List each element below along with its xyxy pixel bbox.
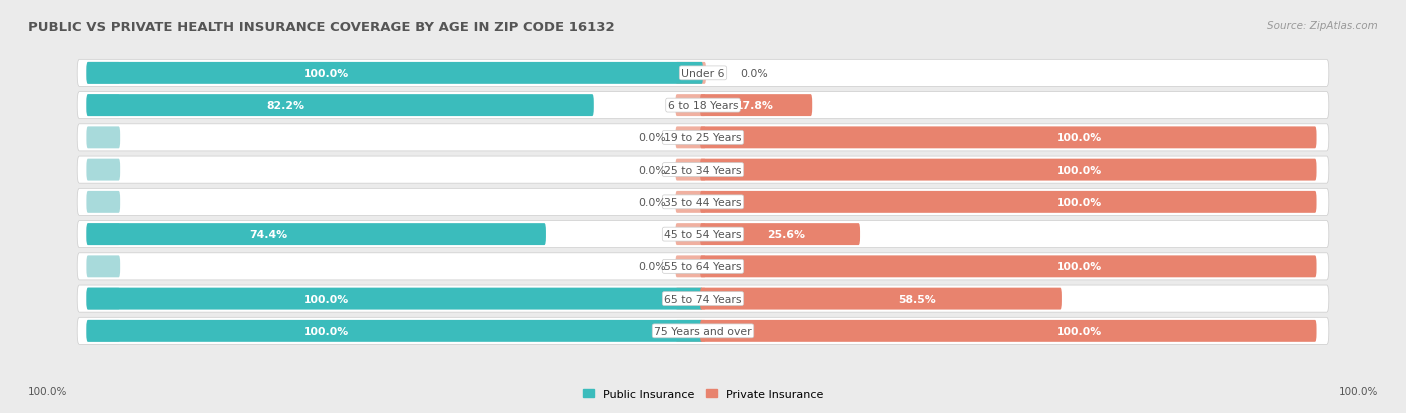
- Text: 17.8%: 17.8%: [737, 101, 773, 111]
- Text: 65 to 74 Years: 65 to 74 Years: [664, 294, 742, 304]
- FancyBboxPatch shape: [675, 159, 706, 181]
- Text: 58.5%: 58.5%: [898, 294, 936, 304]
- FancyBboxPatch shape: [675, 288, 706, 310]
- Text: 0.0%: 0.0%: [638, 133, 666, 143]
- FancyBboxPatch shape: [700, 223, 860, 245]
- FancyBboxPatch shape: [77, 318, 1329, 344]
- FancyBboxPatch shape: [675, 320, 706, 342]
- FancyBboxPatch shape: [700, 127, 1316, 149]
- FancyBboxPatch shape: [86, 320, 703, 342]
- Text: 100.0%: 100.0%: [1056, 133, 1102, 143]
- FancyBboxPatch shape: [675, 256, 706, 278]
- Text: 100.0%: 100.0%: [1056, 197, 1102, 207]
- FancyBboxPatch shape: [86, 127, 120, 149]
- FancyBboxPatch shape: [675, 95, 706, 117]
- FancyBboxPatch shape: [77, 157, 1329, 184]
- FancyBboxPatch shape: [700, 95, 813, 117]
- Text: 100.0%: 100.0%: [1056, 262, 1102, 272]
- Text: 25.6%: 25.6%: [768, 230, 806, 240]
- FancyBboxPatch shape: [77, 189, 1329, 216]
- FancyBboxPatch shape: [700, 256, 1316, 278]
- FancyBboxPatch shape: [86, 223, 120, 245]
- Text: 0.0%: 0.0%: [638, 197, 666, 207]
- Text: 55 to 64 Years: 55 to 64 Years: [664, 262, 742, 272]
- Text: 35 to 44 Years: 35 to 44 Years: [664, 197, 742, 207]
- Text: 25 to 34 Years: 25 to 34 Years: [664, 165, 742, 175]
- FancyBboxPatch shape: [77, 285, 1329, 312]
- Text: 100.0%: 100.0%: [1339, 387, 1378, 396]
- FancyBboxPatch shape: [700, 320, 1316, 342]
- Text: 19 to 25 Years: 19 to 25 Years: [664, 133, 742, 143]
- FancyBboxPatch shape: [86, 288, 703, 310]
- Text: 100.0%: 100.0%: [1056, 165, 1102, 175]
- Text: Under 6: Under 6: [682, 69, 724, 78]
- FancyBboxPatch shape: [86, 63, 703, 85]
- Text: 0.0%: 0.0%: [638, 262, 666, 272]
- FancyBboxPatch shape: [86, 192, 120, 213]
- FancyBboxPatch shape: [86, 320, 120, 342]
- FancyBboxPatch shape: [675, 192, 706, 213]
- FancyBboxPatch shape: [86, 95, 120, 117]
- FancyBboxPatch shape: [77, 93, 1329, 119]
- FancyBboxPatch shape: [86, 288, 120, 310]
- Text: 6 to 18 Years: 6 to 18 Years: [668, 101, 738, 111]
- FancyBboxPatch shape: [675, 63, 706, 85]
- FancyBboxPatch shape: [700, 288, 1062, 310]
- Text: 100.0%: 100.0%: [1056, 326, 1102, 336]
- FancyBboxPatch shape: [77, 124, 1329, 152]
- Legend: Public Insurance, Private Insurance: Public Insurance, Private Insurance: [579, 385, 827, 404]
- Text: 100.0%: 100.0%: [304, 69, 350, 78]
- Text: 82.2%: 82.2%: [266, 101, 304, 111]
- Text: PUBLIC VS PRIVATE HEALTH INSURANCE COVERAGE BY AGE IN ZIP CODE 16132: PUBLIC VS PRIVATE HEALTH INSURANCE COVER…: [28, 21, 614, 33]
- Text: 0.0%: 0.0%: [638, 165, 666, 175]
- FancyBboxPatch shape: [700, 159, 1316, 181]
- Text: 100.0%: 100.0%: [304, 326, 350, 336]
- Text: 75 Years and over: 75 Years and over: [654, 326, 752, 336]
- Text: 100.0%: 100.0%: [304, 294, 350, 304]
- FancyBboxPatch shape: [77, 60, 1329, 87]
- Text: 74.4%: 74.4%: [249, 230, 287, 240]
- FancyBboxPatch shape: [86, 159, 120, 181]
- FancyBboxPatch shape: [675, 223, 706, 245]
- FancyBboxPatch shape: [86, 63, 120, 85]
- FancyBboxPatch shape: [86, 95, 593, 117]
- FancyBboxPatch shape: [77, 221, 1329, 248]
- Text: 100.0%: 100.0%: [28, 387, 67, 396]
- Text: Source: ZipAtlas.com: Source: ZipAtlas.com: [1267, 21, 1378, 31]
- Text: 0.0%: 0.0%: [740, 69, 768, 78]
- FancyBboxPatch shape: [86, 223, 546, 245]
- FancyBboxPatch shape: [86, 256, 120, 278]
- FancyBboxPatch shape: [77, 253, 1329, 280]
- Text: 45 to 54 Years: 45 to 54 Years: [664, 230, 742, 240]
- FancyBboxPatch shape: [700, 192, 1316, 213]
- FancyBboxPatch shape: [675, 127, 706, 149]
